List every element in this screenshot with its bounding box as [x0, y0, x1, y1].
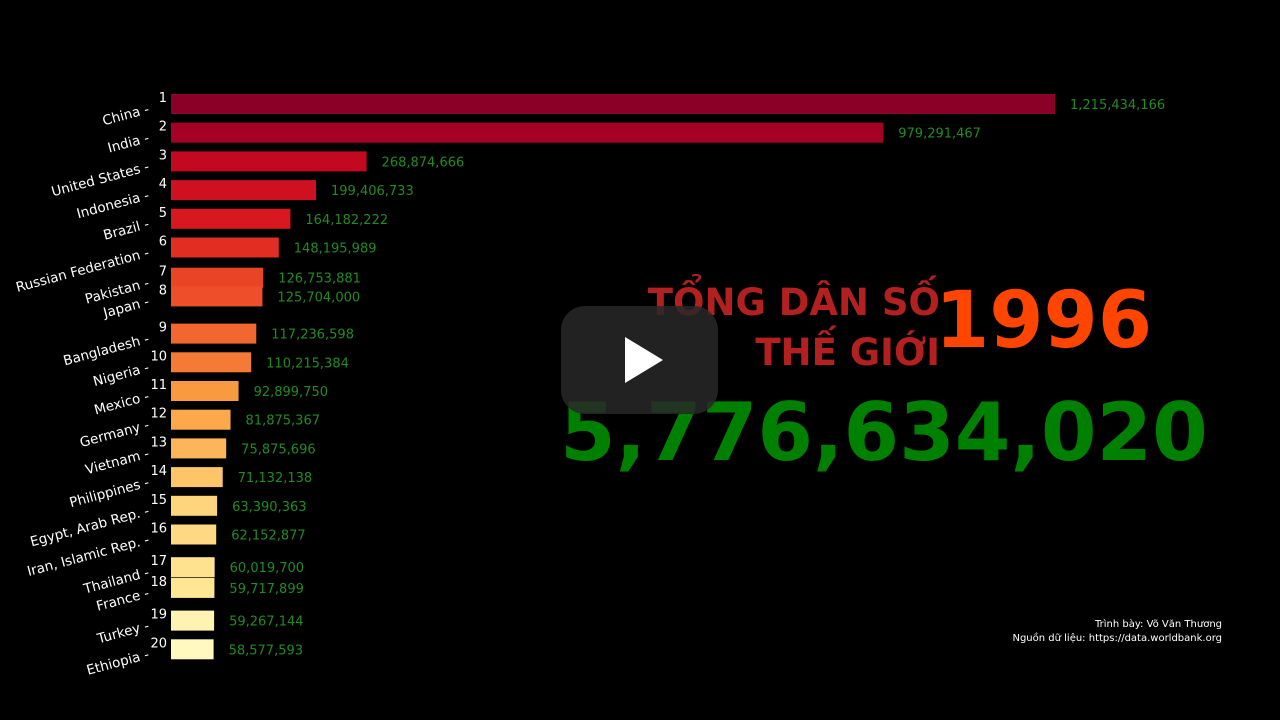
value-label-germany: 81,875,367 [246, 414, 320, 429]
bar-iran-islamic-rep [171, 524, 217, 545]
credit-author: Trình bày: Võ Văn Thương [1094, 619, 1222, 630]
value-label-indonesia: 199,406,733 [331, 184, 414, 199]
rank-label-united-states: 3 [159, 148, 167, 163]
value-label-nigeria: 110,215,384 [266, 356, 349, 371]
rank-label-france: 18 [150, 575, 167, 590]
value-label-mexico: 92,899,750 [254, 385, 328, 400]
rank-label-china: 1 [159, 91, 167, 106]
bar-turkey [171, 610, 215, 631]
value-label-thailand: 60,019,700 [230, 561, 304, 576]
bar-vietnam [171, 438, 227, 459]
bar-egypt-arab-rep [171, 495, 218, 516]
value-label-ethiopia: 58,577,593 [229, 643, 303, 658]
bar-mexico [171, 381, 239, 401]
value-label-india: 979,291,467 [898, 127, 981, 142]
rank-label-indonesia: 4 [159, 177, 167, 192]
rank-label-thailand: 17 [150, 554, 167, 569]
rank-label-pakistan: 7 [159, 265, 167, 280]
bar-germany [171, 409, 231, 430]
bar-indonesia [171, 180, 317, 201]
rank-label-turkey: 19 [150, 608, 167, 623]
category-label-germany: Germany - [78, 417, 151, 451]
category-label-brazil: Brazil - [102, 216, 152, 244]
bar-ethiopia [171, 639, 214, 660]
play-icon [625, 337, 663, 383]
title-line-2: THẾ GIỚI [755, 331, 940, 374]
bar-philippines [171, 467, 223, 488]
bar-japan [171, 286, 263, 307]
bar-pakistan [171, 267, 264, 288]
rank-label-vietnam: 13 [150, 435, 167, 450]
rank-label-iran-islamic-rep: 16 [150, 522, 167, 537]
bar-bangladesh [171, 323, 257, 344]
year-label: 1996 [935, 276, 1153, 366]
value-label-iran-islamic-rep: 62,152,877 [231, 529, 305, 544]
rank-label-philippines: 14 [150, 464, 167, 479]
value-label-russian-federation: 148,195,989 [294, 242, 377, 257]
bar-france [171, 577, 215, 598]
rank-label-egypt-arab-rep: 15 [150, 493, 167, 508]
value-label-china: 1,215,434,166 [1070, 98, 1165, 113]
bar-united-states [171, 151, 367, 172]
value-label-brazil: 164,182,222 [305, 213, 388, 228]
value-label-philippines: 71,132,138 [238, 471, 312, 486]
bar-nigeria [171, 352, 252, 373]
value-label-japan: 125,704,000 [277, 290, 360, 305]
value-label-pakistan: 126,753,881 [278, 272, 361, 287]
rank-label-india: 2 [159, 120, 167, 135]
rank-label-japan: 8 [159, 283, 167, 298]
rank-label-nigeria: 10 [150, 349, 167, 364]
bar-russian-federation [171, 237, 279, 258]
rank-label-russian-federation: 6 [159, 235, 167, 250]
credit-source: Nguồn dữ liệu: https://data.worldbank.or… [1012, 633, 1222, 644]
category-label-vietnam: Vietnam - [84, 446, 151, 478]
category-label-india: India - [106, 130, 151, 156]
value-label-vietnam: 75,875,696 [241, 442, 315, 457]
rank-label-germany: 12 [150, 407, 167, 422]
rank-label-ethiopia: 20 [150, 636, 167, 651]
value-label-turkey: 59,267,144 [229, 615, 303, 630]
category-label-nigeria: Nigeria - [91, 360, 151, 390]
play-button[interactable] [561, 306, 718, 414]
category-label-mexico: Mexico - [93, 388, 152, 418]
category-label-turkey: Turkey - [95, 618, 152, 647]
category-label-indonesia: Indonesia - [75, 187, 151, 222]
rank-label-mexico: 11 [150, 378, 167, 393]
value-label-united-states: 268,874,666 [382, 155, 465, 170]
rank-label-bangladesh: 9 [159, 321, 167, 336]
value-label-france: 59,717,899 [229, 582, 303, 597]
bar-india [171, 122, 884, 143]
value-label-bangladesh: 117,236,598 [271, 328, 354, 343]
category-label-ethiopia: Ethiopia - [85, 647, 151, 679]
bar-brazil [171, 208, 291, 229]
rank-label-brazil: 5 [159, 206, 167, 221]
category-label-china: China - [101, 101, 151, 129]
bar-thailand [171, 557, 215, 578]
value-label-egypt-arab-rep: 63,390,363 [232, 500, 306, 515]
credits: Trình bày: Võ Văn Thương Nguồn dữ liệu: … [1012, 618, 1222, 646]
bar-china [171, 94, 1055, 114]
